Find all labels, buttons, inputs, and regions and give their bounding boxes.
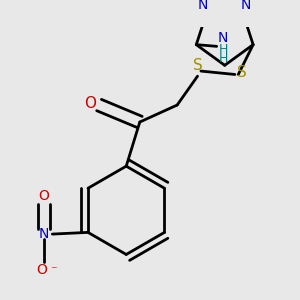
Text: H: H [218,52,228,65]
Text: H: H [218,43,228,56]
Text: N: N [241,0,251,12]
Text: ⁻: ⁻ [50,264,57,277]
Text: O: O [37,263,48,278]
Text: N: N [198,0,208,12]
Text: O: O [85,96,97,111]
Text: S: S [238,65,247,80]
Text: N: N [39,227,49,241]
Text: O: O [38,189,49,203]
Text: S: S [193,58,202,74]
Text: N: N [218,31,228,45]
